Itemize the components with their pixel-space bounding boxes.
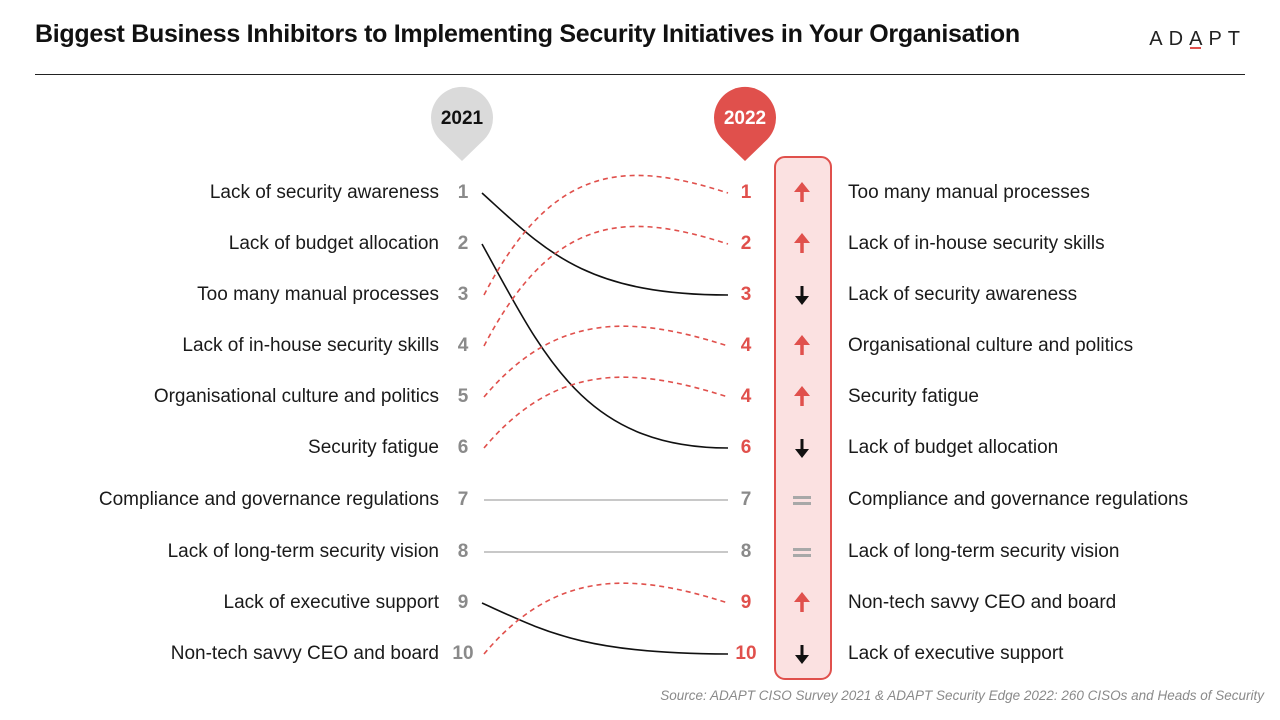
left-rank: 5 (458, 386, 469, 407)
rank-link-5 (483, 325, 729, 398)
up-arrow-icon (794, 182, 810, 202)
down-arrow-icon (795, 645, 809, 664)
right-label: Lack of budget allocation (848, 437, 1058, 458)
up-arrow-icon (794, 386, 810, 406)
right-rank: 6 (741, 437, 752, 458)
rank-link-3 (483, 174, 729, 296)
right-rank: 2 (741, 233, 752, 254)
year-pin-2022-shape (713, 86, 776, 161)
equal-bar-top (793, 548, 811, 551)
right-rank: 7 (741, 489, 752, 510)
right-label: Security fatigue (848, 386, 979, 407)
year-pin-2021-shape (430, 86, 493, 161)
source-note: Source: ADAPT CISO Survey 2021 & ADAPT S… (660, 688, 1264, 703)
year-pin-2021: 2021 (430, 86, 493, 161)
down-arrow-icon (795, 286, 809, 305)
up-arrow-head (794, 182, 810, 192)
equal-bar-top (793, 496, 811, 499)
right-rank: 1 (741, 182, 752, 203)
up-arrow-head (794, 335, 810, 345)
rank-link-10 (483, 582, 729, 655)
left-rank: 8 (458, 541, 469, 562)
right-rank: 3 (741, 284, 752, 305)
right-label: Organisational culture and politics (848, 335, 1133, 356)
left-label: Non-tech savvy CEO and board (171, 643, 439, 664)
right-label: Lack of long-term security vision (848, 541, 1119, 562)
right-label: Lack of in-house security skills (848, 233, 1105, 254)
left-rank: 7 (458, 489, 469, 510)
down-arrow-head (795, 296, 809, 305)
chart-title: Biggest Business Inhibitors to Implement… (35, 20, 1020, 48)
down-arrow-icon (795, 439, 809, 458)
left-rank: 6 (458, 437, 469, 458)
equal-icon (793, 496, 811, 505)
up-arrow-head (794, 386, 810, 396)
left-label: Organisational culture and politics (154, 386, 439, 407)
rank-link-6 (483, 376, 729, 449)
left-label: Lack of budget allocation (229, 233, 439, 254)
rank-link-9 (481, 602, 729, 655)
title-divider (35, 74, 1245, 75)
equal-bar-bottom (793, 554, 811, 557)
left-rank: 10 (452, 643, 473, 664)
change-highlight-band (774, 156, 832, 680)
up-arrow-icon (794, 335, 810, 355)
right-rank: 10 (735, 643, 756, 664)
down-arrow-head (795, 449, 809, 458)
left-rank: 1 (458, 182, 469, 203)
year-pin-2022-label: 2022 (724, 108, 766, 129)
left-label: Security fatigue (308, 437, 439, 458)
adapt-logo: ADA PT (1149, 28, 1246, 50)
left-rank: 2 (458, 233, 469, 254)
right-label: Too many manual processes (848, 182, 1090, 203)
right-label: Non-tech savvy CEO and board (848, 592, 1116, 613)
right-rank: 9 (741, 592, 752, 613)
equal-icon (793, 548, 811, 557)
right-label: Lack of executive support (848, 643, 1064, 664)
year-pin-2021-label: 2021 (441, 108, 484, 129)
up-arrow-head (794, 592, 810, 602)
right-label: Compliance and governance regulations (848, 489, 1188, 510)
left-label: Compliance and governance regulations (99, 489, 439, 510)
right-rank: 4 (741, 335, 752, 356)
left-label: Lack of in-house security skills (182, 335, 439, 356)
up-arrow-icon (794, 233, 810, 253)
right-rank: 8 (741, 541, 752, 562)
right-rank: 4 (741, 386, 752, 407)
up-arrow-icon (794, 592, 810, 612)
left-label: Too many manual processes (197, 284, 439, 305)
left-rank: 9 (458, 592, 469, 613)
right-label: Lack of security awareness (848, 284, 1077, 305)
left-rank: 4 (458, 335, 469, 356)
left-rank: 3 (458, 284, 469, 305)
rank-link-1 (481, 192, 729, 296)
down-arrow-head (795, 655, 809, 664)
year-pin-2022: 2022 (713, 86, 776, 161)
left-label: Lack of executive support (224, 592, 440, 613)
rank-link-2 (481, 243, 729, 449)
left-label: Lack of security awareness (210, 182, 439, 203)
equal-bar-bottom (793, 502, 811, 505)
left-label: Lack of long-term security vision (168, 541, 439, 562)
up-arrow-head (794, 233, 810, 243)
rank-link-4 (483, 225, 729, 347)
